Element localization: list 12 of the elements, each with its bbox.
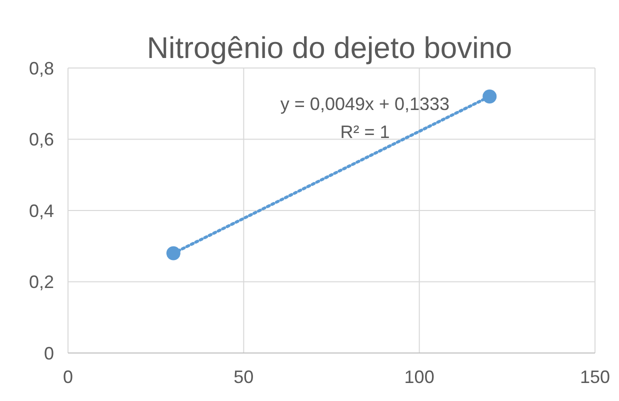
y-tick-label: 0,4 (28, 200, 54, 221)
annotation: y = 0,0049x + 0,1333 (280, 94, 450, 114)
x-tick-label: 0 (62, 367, 74, 387)
y-tick-label: 0 (44, 343, 54, 364)
x-tick-label: 50 (234, 367, 254, 387)
annotation: R² = 1 (340, 122, 390, 142)
x-tick-label: 150 (580, 367, 610, 387)
y-tick-label: 0,8 (28, 58, 54, 78)
y-tick-label: 0,6 (28, 130, 54, 150)
y-tick-label: 0,2 (28, 272, 54, 292)
x-tick-label: 100 (404, 367, 434, 387)
chart-title: Nitrogênio do dejeto bovino (146, 32, 512, 65)
